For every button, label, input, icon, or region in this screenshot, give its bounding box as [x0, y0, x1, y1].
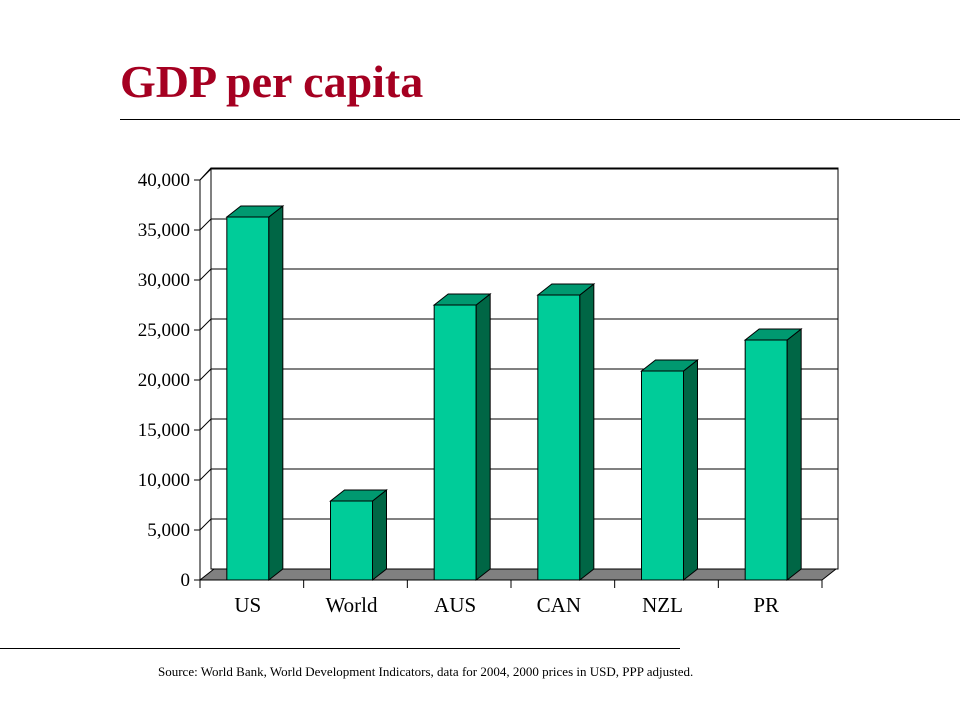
y-tick-label: 5,000 — [147, 520, 190, 541]
x-category-label: PR — [753, 593, 779, 617]
bar-front — [226, 216, 270, 581]
bar-side — [683, 358, 698, 582]
bar-front — [330, 500, 373, 581]
y-tick-label: 10,000 — [138, 470, 190, 491]
source-divider — [0, 648, 680, 649]
bar-front — [433, 304, 477, 581]
y-tick-label: 40,000 — [138, 170, 190, 191]
y-tick-label: 20,000 — [138, 370, 190, 391]
source-note: Source: World Bank, World Development In… — [158, 664, 694, 679]
y-tick-label: 25,000 — [138, 320, 190, 341]
x-category-label: CAN — [537, 593, 581, 617]
slide-title: GDP per capita — [120, 56, 424, 107]
x-category-label: NZL — [642, 593, 683, 617]
bar-side — [475, 292, 491, 582]
y-tick-label: 0 — [181, 570, 191, 591]
bar-front — [641, 370, 684, 581]
gridline-connector — [199, 368, 212, 381]
gridline-connector — [199, 318, 212, 331]
bar-side — [268, 204, 284, 582]
gridline-connector — [199, 468, 212, 481]
bar-top — [225, 205, 285, 218]
chart-floor — [198, 568, 838, 581]
x-category-label: AUS — [434, 593, 476, 617]
bar-side — [579, 282, 595, 582]
y-tick-label: 35,000 — [138, 220, 190, 241]
y-axis-top-connector — [199, 167, 212, 181]
x-category-label: World — [326, 593, 378, 617]
gridline-connector — [199, 218, 212, 231]
bar-front — [537, 294, 581, 581]
x-category-label: US — [234, 593, 261, 617]
bar-top — [640, 359, 699, 372]
gridline-connector — [199, 418, 212, 431]
gridline-connector — [199, 518, 212, 531]
bar-front — [744, 339, 788, 581]
bar-top — [536, 283, 596, 296]
title-divider — [120, 119, 960, 120]
bar-top — [743, 328, 803, 341]
bar-top — [329, 489, 388, 502]
y-tick-label: 30,000 — [138, 270, 190, 291]
bar-side — [372, 488, 387, 582]
bar-side — [786, 327, 802, 582]
gridline-connector — [199, 268, 212, 281]
y-tick-label: 15,000 — [138, 420, 190, 441]
bar-top — [432, 293, 492, 306]
